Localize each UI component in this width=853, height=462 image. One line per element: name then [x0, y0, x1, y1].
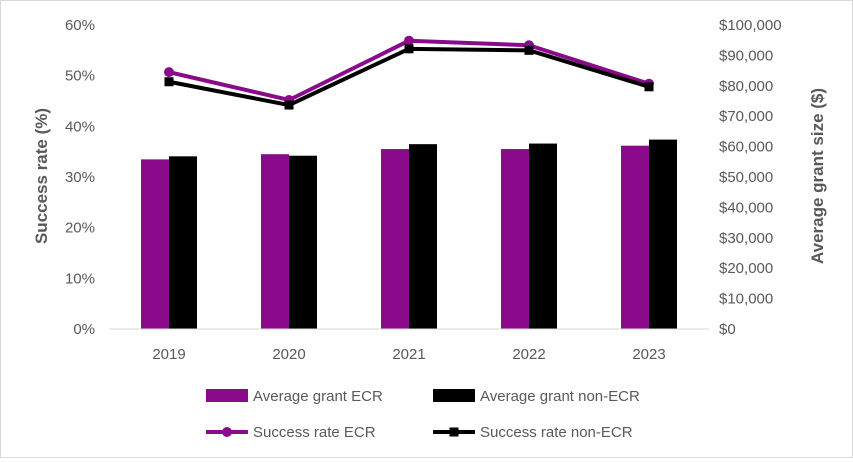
bar: [141, 159, 169, 329]
legend-label: Average grant ECR: [253, 388, 383, 405]
right-axis-ticks: $0 $10,000 $20,000 $30,000 $40,000 $50,000 $60…: [719, 17, 782, 338]
y-right-tick-label: $20,000: [719, 260, 773, 277]
legend-label: Success rate non-ECR: [480, 424, 633, 441]
y-left-tick-label: 60%: [65, 17, 95, 34]
y-left-tick-label: 30%: [65, 169, 95, 186]
line-point: [524, 45, 534, 55]
legend-label: Success rate ECR: [253, 424, 376, 441]
y-right-axis-title: Average grant size ($): [808, 88, 827, 264]
y-right-tick-label: $10,000: [719, 291, 773, 308]
line-point: [404, 44, 414, 54]
x-tick-label: 2019: [152, 346, 185, 363]
y-left-tick-label: 40%: [65, 118, 95, 135]
x-tick-label: 2020: [272, 346, 305, 363]
legend-marker: [449, 427, 459, 437]
y-left-tick-label: 10%: [65, 270, 95, 287]
line-point: [164, 67, 174, 78]
x-tick-label: 2023: [632, 346, 665, 363]
line-point: [644, 82, 654, 92]
bar: [409, 144, 437, 329]
y-right-tick-label: $50,000: [719, 169, 773, 186]
legend-label: Average grant non-ECR: [480, 388, 640, 405]
x-tick-label: 2022: [512, 346, 545, 363]
bar-series-group: [141, 139, 677, 329]
series-line: [168, 46, 650, 108]
x-tick-label: 2021: [392, 346, 425, 363]
y-right-tick-label: $40,000: [719, 199, 773, 216]
legend-swatch: [433, 389, 475, 402]
y-right-tick-label: $80,000: [719, 78, 773, 95]
bar: [649, 139, 677, 329]
legend-swatch: [206, 389, 248, 402]
line-point: [284, 100, 294, 110]
y-right-tick-label: $60,000: [719, 139, 773, 156]
bar: [261, 154, 289, 329]
y-right-tick-label: $70,000: [719, 108, 773, 125]
y-right-tick-label: $100,000: [719, 17, 782, 34]
bar: [529, 143, 557, 329]
y-left-tick-label: 20%: [65, 220, 95, 237]
bar: [501, 149, 529, 329]
y-right-tick-label: $90,000: [719, 47, 773, 64]
bar: [169, 156, 197, 329]
line-series-group: [164, 35, 654, 110]
x-axis-ticks: 2019 2020 2021 2022 2023: [152, 346, 665, 363]
legend-marker: [222, 427, 232, 437]
bar: [381, 149, 409, 329]
bar: [621, 145, 649, 329]
y-right-tick-label: $30,000: [719, 230, 773, 247]
bar: [289, 155, 317, 329]
legend: Average grant ECR Average grant non-ECR Su…: [206, 388, 640, 441]
y-left-tick-label: 50%: [65, 68, 95, 85]
line-point: [404, 35, 414, 46]
line-point: [164, 77, 174, 87]
y-right-tick-label: $0: [719, 321, 736, 338]
y-left-axis-title: Success rate (%): [32, 108, 51, 244]
left-axis-ticks: 0% 10% 20% 30% 40% 50% 60%: [65, 17, 95, 338]
y-left-tick-label: 0%: [73, 321, 95, 338]
